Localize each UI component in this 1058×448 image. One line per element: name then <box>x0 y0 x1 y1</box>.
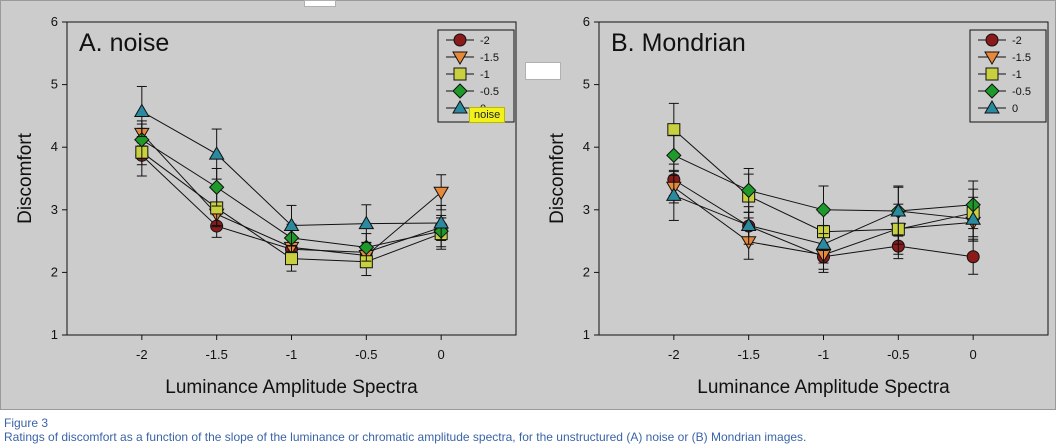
legend-label: -1 <box>1012 69 1022 81</box>
data-point <box>815 236 832 250</box>
y-tick-label: 3 <box>583 202 590 217</box>
legend-label: -1.5 <box>480 52 499 64</box>
legend-marker <box>453 67 467 81</box>
data-point <box>358 215 375 230</box>
y-tick-label: 1 <box>51 327 58 342</box>
legend-marker <box>985 33 999 47</box>
legend: -2-1.5-1-0.50 <box>437 29 515 123</box>
legend-label: -2 <box>480 35 490 47</box>
caption-label: Figure 3 <box>4 416 49 430</box>
legend-marker <box>984 51 1000 65</box>
y-axis-title: Discomfort <box>15 132 36 224</box>
y-tick-label: 5 <box>583 77 590 92</box>
legend-label: -1 <box>480 69 490 81</box>
chart-title: B. Mondrian <box>611 29 746 57</box>
y-tick-label: 6 <box>583 14 590 29</box>
y-axis-title: Discomfort <box>547 132 568 224</box>
x-tick-label: 0 <box>438 347 445 362</box>
x-tick-label: -1.5 <box>737 347 759 362</box>
legend: -2 -1.5 -1 -0.5 0 <box>969 29 1047 123</box>
chart-title: A. noise <box>79 29 169 57</box>
blank-box-middle <box>525 62 561 80</box>
blank-box-top <box>304 0 336 7</box>
chart-panel-2: 1 2 3 4 5 6 -2 -1.5 -1 -0.5 0 Luminance Amplitude S… <box>547 14 1049 398</box>
data-point <box>433 186 450 201</box>
data-point <box>285 252 298 266</box>
legend-marker <box>452 100 468 114</box>
data-point <box>133 103 150 118</box>
data-point <box>815 202 832 218</box>
data-point <box>208 179 225 195</box>
legend-box <box>437 29 515 123</box>
x-axis-title: Luminance Amplitude Spectra <box>165 377 418 398</box>
series-0 <box>133 85 450 246</box>
y-tick-label: 5 <box>51 77 58 92</box>
legend-label: -1.5 <box>1012 52 1031 64</box>
y-tick-label: 6 <box>51 14 58 29</box>
legend-marker <box>985 67 999 81</box>
data-point <box>740 182 757 199</box>
caption-text: Ratings of discomfort as a function of t… <box>4 430 807 444</box>
chart-canvas: 1 2 3 4 5 6 -2 -1.5 -1 -0.5 0 Luminance Amplitude S… <box>15 14 1049 398</box>
data-point <box>433 214 450 229</box>
x-tick-label: -1 <box>286 347 298 362</box>
figure-caption: Figure 3 Ratings of discomfort as a func… <box>4 416 1054 444</box>
x-tick-label: 0 <box>970 347 977 362</box>
data-point <box>358 239 375 256</box>
data-point <box>965 211 982 225</box>
data-point <box>208 146 225 160</box>
legend-box <box>969 29 1047 123</box>
data-point <box>890 203 907 217</box>
series--1 <box>135 127 448 277</box>
x-tick-label: -2 <box>136 347 148 362</box>
x-axis-title: Luminance Amplitude Spectra <box>697 377 950 398</box>
x-tick-label: -1.5 <box>205 347 227 362</box>
legend-marker <box>452 51 468 65</box>
data-point <box>966 250 980 264</box>
legend-marker <box>453 33 467 47</box>
legend-marker <box>452 83 468 99</box>
y-tick-label: 2 <box>583 264 590 279</box>
data-point <box>740 217 757 231</box>
legend-label: -0.5 <box>1012 86 1031 98</box>
x-tick-label: -0.5 <box>355 347 377 362</box>
data-point <box>667 123 681 137</box>
x-tick-label: -2 <box>668 347 680 362</box>
x-tick-label: -1 <box>818 347 830 362</box>
data-point <box>665 187 682 201</box>
legend-label: -0.5 <box>480 86 499 98</box>
tooltip: noise <box>469 107 506 123</box>
y-tick-label: 4 <box>583 139 590 154</box>
y-tick-label: 4 <box>51 139 58 154</box>
legend-marker <box>984 100 1000 114</box>
y-tick-label: 3 <box>51 202 58 217</box>
series-0 <box>665 169 982 264</box>
y-tick-label: 1 <box>583 327 590 342</box>
legend-label: -2 <box>1012 35 1022 47</box>
y-tick-label: 2 <box>51 264 58 279</box>
x-tick-label: -0.5 <box>887 347 909 362</box>
chart-panel-1: 1 2 3 4 5 6 -2 -1.5 -1 -0.5 0 Luminance Amplitude S… <box>15 14 517 398</box>
data-point <box>283 217 300 231</box>
legend-marker <box>984 83 1000 99</box>
data-point <box>666 147 682 164</box>
legend-label: 0 <box>1012 103 1018 115</box>
